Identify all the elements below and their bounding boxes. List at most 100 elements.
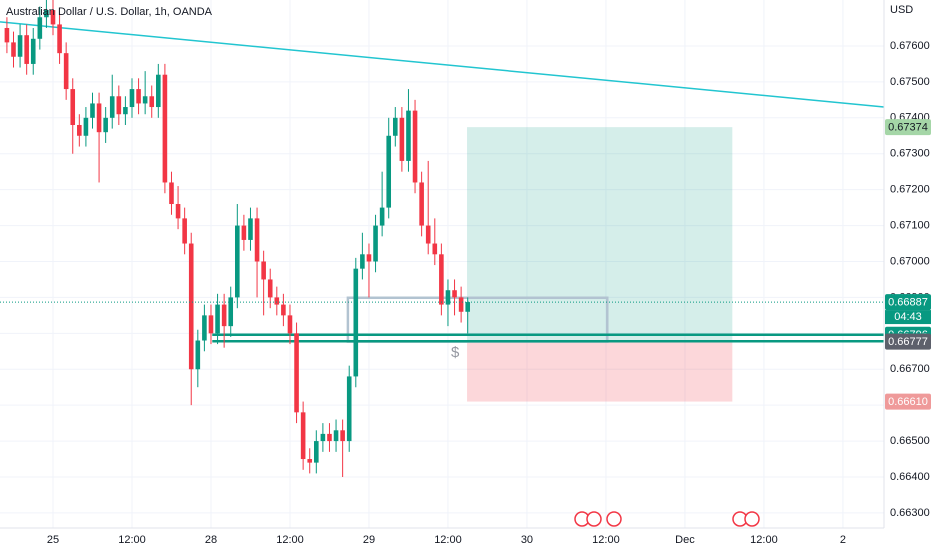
candle-body: [4, 28, 10, 43]
candle-body: [386, 135, 392, 208]
candle-body: [287, 315, 293, 334]
x-tick-label: 25: [47, 534, 59, 546]
countdown: 04:43: [894, 311, 922, 323]
candle-body: [379, 207, 385, 226]
loss-zone: [467, 341, 733, 402]
x-tick-label: 12:00: [276, 534, 304, 546]
candle-body: [109, 96, 115, 118]
chart-title: Australian Dollar / U.S. Dollar, 1h, OAN…: [6, 6, 213, 18]
y-tick-label: 0.67100: [890, 219, 930, 231]
candle-body: [235, 225, 240, 298]
candle-body: [70, 89, 76, 125]
plot-layer: $: [0, 0, 885, 477]
event-icon[interactable]: [744, 511, 760, 527]
candle-body: [425, 225, 431, 244]
candle-body: [142, 96, 148, 104]
x-tick-label: 12:00: [750, 534, 778, 546]
stop-price-label: 0.66610: [888, 396, 928, 408]
marker-text: $: [451, 344, 460, 361]
candle-body: [116, 96, 122, 115]
candle-body: [465, 302, 471, 312]
candle-body: [123, 107, 128, 115]
candle-body: [44, 10, 49, 18]
candle-body: [412, 110, 418, 183]
candle-body: [149, 96, 155, 108]
candle-body: [254, 218, 260, 262]
candle-body: [169, 182, 174, 205]
candle-body: [103, 117, 108, 133]
candle-body: [24, 35, 29, 64]
candle-body: [90, 103, 95, 118]
candle-body: [340, 430, 345, 442]
candle-body: [195, 340, 201, 370]
candle-body: [261, 261, 266, 280]
candle-body: [267, 279, 273, 298]
candle-body: [156, 74, 161, 108]
target-price-label: 0.67374: [888, 122, 928, 134]
y-tick-label: 0.67600: [890, 40, 930, 52]
candle-body: [215, 304, 220, 334]
x-tick-label: Dec: [675, 534, 695, 546]
candle-body: [77, 124, 82, 136]
candle-body: [274, 297, 280, 305]
candle-body: [406, 110, 411, 161]
box-price-label-box: [885, 333, 931, 350]
candle-body: [202, 315, 207, 341]
x-tick-label: 12:00: [118, 534, 146, 546]
candle-body: [129, 89, 135, 108]
y-tick-label: 0.67300: [890, 148, 930, 160]
candle-body: [208, 315, 214, 334]
currency-label: USD: [890, 4, 913, 16]
y-tick-label: 0.67500: [890, 76, 930, 88]
x-tick-label: 29: [363, 534, 375, 546]
target-price-label-box: [885, 119, 931, 136]
candle-body: [136, 89, 141, 104]
candle-body: [439, 254, 444, 305]
trend-line: [0, 21, 885, 108]
stop-price-label-box: [885, 393, 931, 410]
candle-body: [37, 17, 43, 39]
candle-body: [320, 433, 326, 442]
candle-body: [188, 243, 194, 370]
candle-body: [373, 225, 378, 262]
y-tick-label: 0.66300: [890, 507, 930, 519]
last-price-label-box: [885, 294, 931, 311]
x-tick-label: 2: [840, 534, 846, 546]
x-tick-label: 30: [521, 534, 533, 546]
candle-body: [294, 333, 299, 413]
candle-body: [366, 254, 372, 262]
candle-body: [327, 433, 332, 442]
countdown-box: [885, 310, 931, 325]
candle-body: [307, 459, 313, 463]
candle-body: [392, 117, 398, 136]
candle-body: [175, 204, 181, 219]
event-icon[interactable]: [606, 511, 622, 527]
candle-body: [83, 117, 89, 136]
candle-body: [452, 290, 457, 298]
candle-body: [445, 290, 451, 305]
background-layer: [0, 0, 884, 528]
candle-body: [353, 268, 359, 377]
candle-body: [399, 117, 405, 161]
event-icon[interactable]: [586, 511, 602, 527]
x-tick-label: 28: [205, 534, 217, 546]
candle-body: [281, 304, 286, 316]
candle-body: [314, 441, 319, 463]
candle-body: [57, 24, 62, 54]
event-icons[interactable]: [574, 511, 760, 527]
candle-body: [63, 53, 69, 90]
profit-zone: [467, 127, 733, 342]
candle-body: [96, 103, 102, 133]
axis-layer: 0.676000.675000.674000.673000.672000.671…: [47, 40, 931, 546]
x-tick-label: 12:00: [592, 534, 620, 546]
candle-body: [11, 42, 16, 57]
y-tick-label: 0.66500: [890, 435, 930, 447]
candle-body: [432, 243, 438, 255]
candle-body: [221, 304, 227, 327]
y-tick-label: 0.66700: [890, 363, 930, 375]
candle-body: [30, 38, 36, 64]
candle-body: [346, 376, 352, 442]
candle-body: [333, 430, 339, 442]
